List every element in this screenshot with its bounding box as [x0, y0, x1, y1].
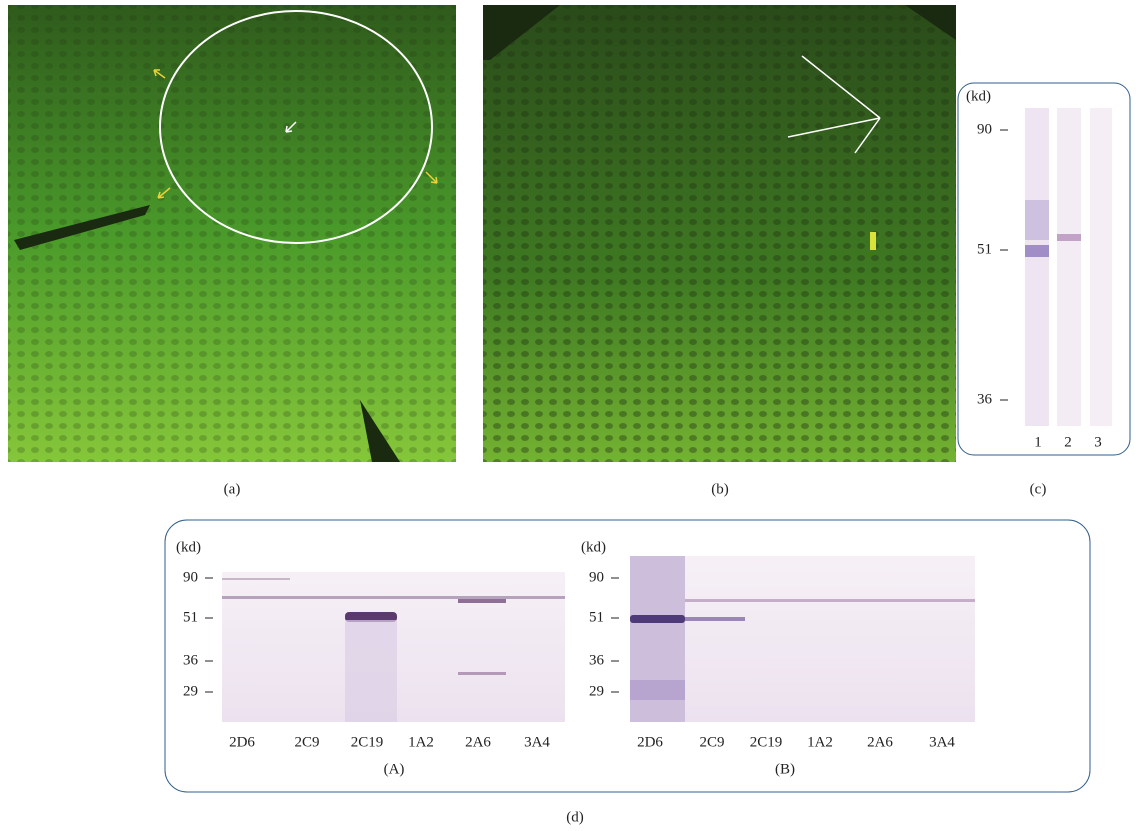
blot-c — [1025, 108, 1112, 426]
lane-label: 1A2 — [807, 734, 833, 750]
lane-label: 3A4 — [524, 734, 550, 750]
blot-label: (A) — [384, 761, 405, 777]
lane-label: 2D6 — [229, 734, 255, 750]
marker-label: 90 — [183, 569, 198, 585]
blot-d-b — [630, 556, 975, 722]
marker-label: 90 — [977, 121, 992, 137]
lane-label: 3 — [1094, 434, 1102, 450]
lane-label: 2 — [1064, 434, 1072, 450]
marker-label: 36 — [589, 652, 605, 668]
panel-label: (d) — [566, 809, 584, 825]
marker-label: 29 — [589, 683, 604, 699]
panel-label: (c) — [1030, 481, 1047, 497]
lane-label: 1 — [1034, 434, 1042, 450]
marker-label: 36 — [977, 391, 993, 407]
lane-label: 2A6 — [465, 734, 491, 750]
unit-label: (kd) — [581, 539, 606, 555]
figure: (a) (b) (kd) 90 51 36 1 2 3 (c) — [0, 0, 1138, 831]
marker-label: 90 — [589, 569, 604, 585]
lane-label: 2C9 — [699, 734, 724, 750]
lane-label: 2C19 — [351, 734, 384, 750]
marker-label: 36 — [183, 652, 199, 668]
unit-label: (kd) — [176, 539, 201, 555]
unit-label: (kd) — [966, 88, 991, 104]
panel-label: (b) — [711, 481, 729, 497]
blot-d-a — [222, 572, 565, 722]
lane-label: 1A2 — [408, 734, 434, 750]
blot-label: (B) — [775, 761, 795, 777]
lane-label: 3A4 — [929, 734, 955, 750]
lane-label: 2C9 — [294, 734, 319, 750]
lane-label: 2A6 — [867, 734, 893, 750]
micrograph-a — [8, 5, 456, 462]
micrograph-b — [483, 5, 956, 462]
lane-label: 2D6 — [637, 734, 663, 750]
marker-label: 51 — [977, 241, 992, 257]
marker-label: 51 — [589, 609, 604, 625]
marker-label: 51 — [183, 609, 198, 625]
marker-label: 29 — [183, 683, 198, 699]
lane-label: 2C19 — [750, 734, 783, 750]
panel-label: (a) — [224, 481, 241, 497]
